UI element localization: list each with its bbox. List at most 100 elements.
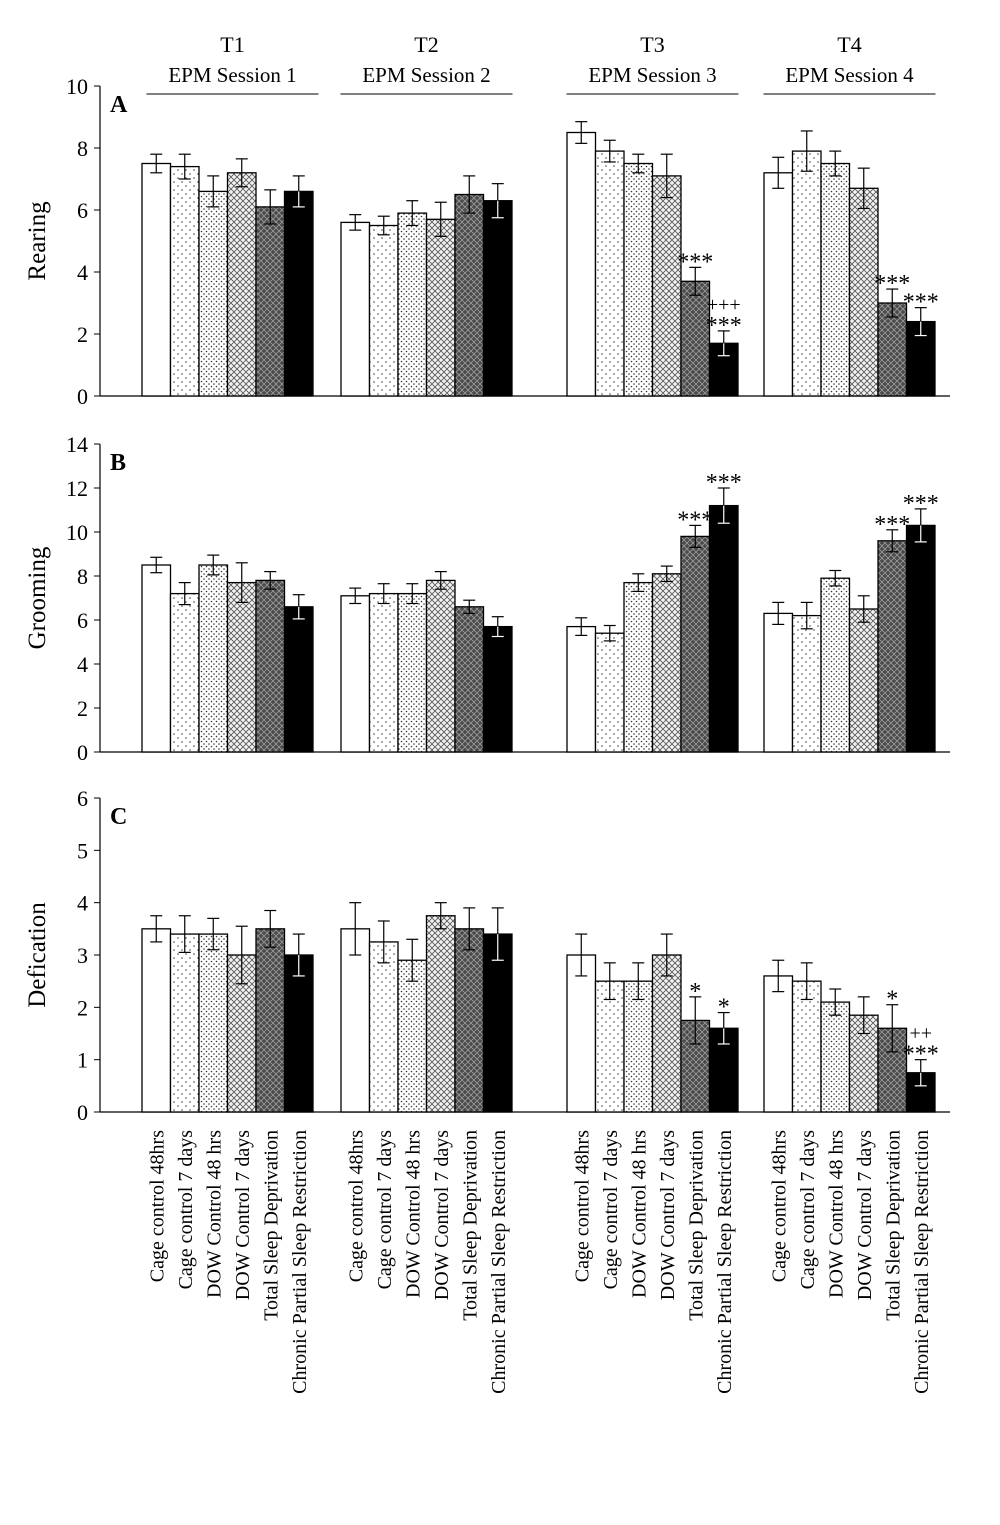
significance-annotation: *** bbox=[874, 512, 910, 538]
bar bbox=[763, 172, 794, 397]
bar bbox=[425, 579, 456, 753]
bar bbox=[397, 592, 428, 753]
x-category-label: Chronic Partial Sleep Restriction bbox=[289, 1130, 311, 1394]
bar bbox=[482, 200, 513, 397]
bar bbox=[454, 928, 485, 1113]
significance-annotation: *** bbox=[706, 313, 742, 339]
bar bbox=[368, 941, 399, 1113]
panel-letter: C bbox=[110, 804, 127, 830]
bar bbox=[623, 162, 654, 397]
bar bbox=[255, 928, 286, 1113]
y-tick-label: 10 bbox=[66, 520, 88, 545]
bar bbox=[397, 959, 428, 1113]
bar bbox=[905, 524, 936, 753]
y-tick-label: 5 bbox=[77, 838, 88, 863]
bar bbox=[820, 162, 851, 397]
significance-annotation: *** bbox=[677, 507, 713, 533]
y-tick-label: 0 bbox=[77, 384, 88, 409]
bar bbox=[255, 206, 286, 397]
bar bbox=[397, 212, 428, 397]
bar bbox=[340, 221, 371, 397]
bar bbox=[623, 980, 654, 1113]
bar bbox=[877, 302, 908, 397]
x-category-label: Chronic Partial Sleep Restriction bbox=[714, 1130, 736, 1394]
x-category-label: Cage control 48hrs bbox=[345, 1130, 367, 1282]
x-category-label: Cage control 7 days bbox=[797, 1130, 819, 1290]
bar bbox=[482, 933, 513, 1113]
bar bbox=[482, 625, 513, 753]
bar bbox=[425, 218, 456, 397]
bar bbox=[283, 190, 314, 397]
bar bbox=[848, 608, 879, 753]
bar bbox=[368, 592, 399, 753]
session-name-2: EPM Session 2 bbox=[362, 63, 490, 87]
x-category-label: DOW Control 48 hrs bbox=[628, 1130, 650, 1298]
x-category-label: Total Sleep Deprivation bbox=[459, 1130, 481, 1321]
bar bbox=[198, 190, 229, 397]
significance-annotation: * bbox=[886, 987, 898, 1013]
session-code-4: T4 bbox=[837, 32, 861, 57]
bar bbox=[283, 606, 314, 753]
session-code-1: T1 bbox=[220, 32, 244, 57]
y-tick-label: 14 bbox=[66, 432, 88, 457]
significance-annotation: * bbox=[718, 995, 730, 1021]
bar bbox=[594, 632, 625, 753]
x-category-label: DOW Control 48 hrs bbox=[203, 1130, 225, 1298]
bar bbox=[283, 954, 314, 1113]
x-category-label: Chronic Partial Sleep Restriction bbox=[488, 1130, 510, 1394]
bar bbox=[340, 928, 371, 1113]
y-tick-label: 6 bbox=[77, 198, 88, 223]
bar bbox=[708, 504, 739, 753]
x-category-label: Cage control 48hrs bbox=[768, 1130, 790, 1282]
x-category-label: Chronic Partial Sleep Restriction bbox=[911, 1130, 933, 1394]
x-category-label: Total Sleep Deprivation bbox=[882, 1130, 904, 1321]
significance-annotation: *** bbox=[706, 470, 742, 496]
bar bbox=[651, 954, 682, 1113]
bar bbox=[877, 540, 908, 753]
significance-annotation: *** bbox=[677, 249, 713, 275]
x-category-label: Total Sleep Deprivation bbox=[685, 1130, 707, 1321]
y-tick-label: 1 bbox=[77, 1048, 88, 1073]
y-tick-label: 4 bbox=[77, 891, 88, 916]
y-axis-label: Rearing bbox=[24, 201, 51, 281]
session-code-2: T2 bbox=[414, 32, 438, 57]
bar bbox=[566, 625, 597, 753]
y-tick-label: 10 bbox=[66, 74, 88, 99]
y-axis-label: Grooming bbox=[24, 546, 51, 649]
bar bbox=[763, 975, 794, 1113]
y-tick-label: 0 bbox=[77, 1100, 88, 1125]
bar bbox=[820, 1001, 851, 1113]
y-tick-label: 6 bbox=[77, 786, 88, 811]
bar bbox=[454, 193, 485, 397]
x-category-label: Total Sleep Deprivation bbox=[260, 1130, 282, 1321]
x-category-label: DOW Control 7 days bbox=[431, 1130, 453, 1300]
significance-annotation: * bbox=[689, 979, 701, 1005]
bar bbox=[708, 342, 739, 397]
bar bbox=[791, 980, 822, 1113]
significance-annotation: +++ bbox=[707, 294, 741, 316]
bar bbox=[198, 933, 229, 1113]
y-tick-label: 8 bbox=[77, 136, 88, 161]
x-category-label: DOW Control 7 days bbox=[854, 1130, 876, 1300]
panel-letter: B bbox=[110, 450, 126, 476]
y-tick-label: 6 bbox=[77, 608, 88, 633]
bar bbox=[791, 150, 822, 397]
bar bbox=[680, 280, 711, 397]
y-tick-label: 12 bbox=[66, 476, 88, 501]
x-category-label: DOW Control 48 hrs bbox=[402, 1130, 424, 1298]
y-tick-label: 2 bbox=[77, 696, 88, 721]
bar bbox=[820, 577, 851, 753]
significance-annotation: *** bbox=[903, 491, 939, 517]
session-name-3: EPM Session 3 bbox=[588, 63, 716, 87]
bar bbox=[566, 131, 597, 397]
bar bbox=[566, 954, 597, 1113]
bar bbox=[141, 162, 172, 397]
bar bbox=[368, 224, 399, 397]
bar bbox=[169, 592, 200, 753]
significance-annotation: ++ bbox=[909, 1023, 932, 1045]
bar bbox=[169, 165, 200, 397]
panel-letter: A bbox=[110, 92, 128, 118]
bar bbox=[763, 612, 794, 753]
